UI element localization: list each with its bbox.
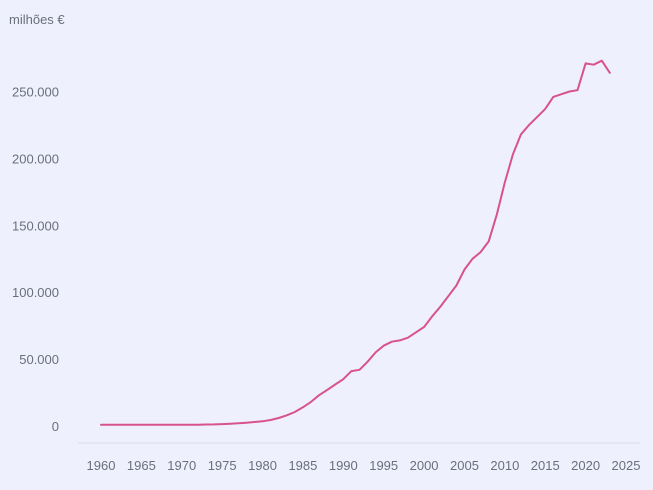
series-line (100, 59, 611, 426)
x-tick-label: 1965 (127, 458, 156, 473)
y-tick-label: 250.000 (12, 85, 59, 100)
x-tick-label: 1980 (248, 458, 277, 473)
y-axis-unit-label: milhões € (9, 12, 65, 27)
x-tick-label: 2015 (531, 458, 560, 473)
y-tick-label: 200.000 (12, 151, 59, 166)
x-tick-label: 2020 (571, 458, 600, 473)
x-tick-label: 1995 (369, 458, 398, 473)
y-tick-labels: 0 50.000 100.000 150.000 200.000 250.000 (12, 85, 59, 435)
x-tick-labels: 1960 1965 1970 1975 1980 1985 1990 1995 2000 2005… (87, 458, 641, 473)
x-tick-label: 1985 (288, 458, 317, 473)
x-tick-label: 2025 (612, 458, 641, 473)
x-tick-label: 1970 (167, 458, 196, 473)
y-tick-label: 0 (52, 419, 59, 434)
x-tick-label: 2005 (450, 458, 479, 473)
y-tick-label: 150.000 (12, 218, 59, 233)
y-tick-label: 50.000 (19, 352, 59, 367)
x-tick-label: 2000 (410, 458, 439, 473)
x-tick-label: 1975 (208, 458, 237, 473)
x-tick-label: 1990 (329, 458, 358, 473)
x-tick-label: 2010 (490, 458, 519, 473)
x-tick-label: 1960 (87, 458, 116, 473)
y-tick-label: 100.000 (12, 285, 59, 300)
